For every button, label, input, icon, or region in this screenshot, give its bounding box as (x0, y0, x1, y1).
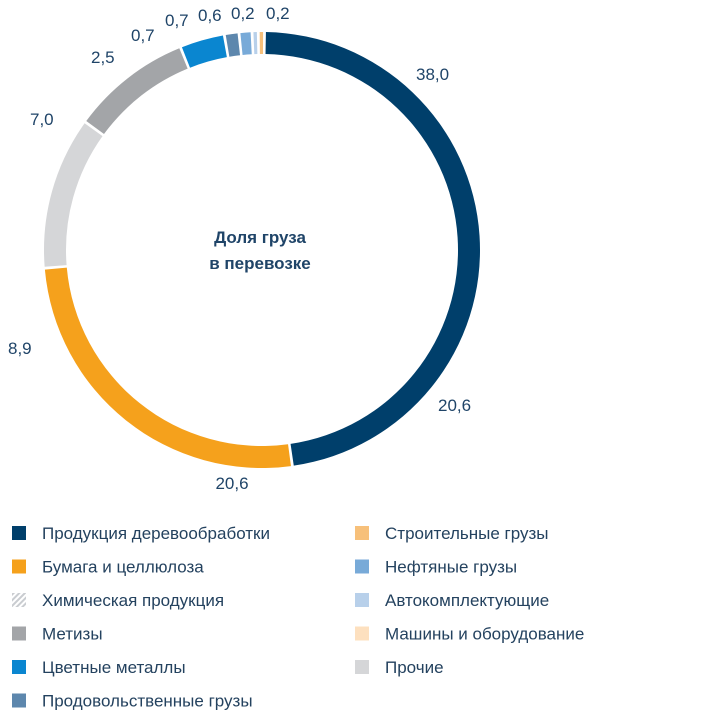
legend-swatch (12, 693, 26, 708)
legend-item-прочие: Прочие (355, 658, 444, 677)
center-title-line-1: Доля груза (214, 228, 306, 247)
legend-item-бумага-и-целлюлоза: Бумага и целлюлоза (12, 558, 204, 577)
slice-0 (265, 32, 480, 466)
legend-item-продукция-деревообработки: Продукция деревообработки (12, 524, 270, 543)
legend-swatch (355, 660, 369, 674)
legend: Продукция деревообработки Бумага и целлюл… (12, 524, 584, 711)
legend-swatch (12, 559, 26, 574)
legend-swatch (355, 626, 369, 641)
legend-item-нефтяные-грузы: Нефтяные грузы (355, 558, 517, 577)
legend-label: Метизы (42, 625, 103, 644)
value-label-3: 8,9 (8, 339, 32, 358)
legend-item-химическая-продукция: Химическая продукция (12, 591, 224, 610)
slice-1 (44, 267, 291, 468)
legend-label: Продукция деревообработки (42, 524, 270, 543)
legend-item-строительные-грузы: Строительные грузы (355, 524, 549, 543)
legend-label: Цветные металлы (42, 658, 186, 677)
legend-swatch (12, 526, 26, 540)
legend-label: Продовольственные грузы (42, 692, 253, 711)
value-label-4: 7,0 (30, 110, 54, 129)
legend-label: Нефтяные грузы (385, 558, 517, 577)
donut-slices (44, 31, 480, 468)
value-label-2: 20,6 (215, 474, 248, 493)
legend-label: Строительные грузы (385, 524, 549, 543)
slice-6 (240, 32, 252, 55)
legend-swatch (12, 660, 26, 674)
legend-swatch (355, 593, 369, 607)
value-label-0: 38,0 (416, 65, 449, 84)
value-label-1: 20,6 (438, 396, 471, 415)
legend-item-метизы: Метизы (12, 625, 103, 644)
slice-8 (259, 31, 264, 55)
legend-item-цветные-металлы: Цветные металлы (12, 658, 186, 677)
slice-7 (253, 32, 258, 55)
slice-2 (44, 123, 103, 267)
value-label-9: 0,2 (231, 4, 255, 23)
legend-swatch (355, 526, 369, 540)
slice-3 (86, 48, 188, 135)
legend-item-машины-и-оборудование: Машины и оборудование (355, 625, 584, 644)
slice-5 (225, 33, 241, 57)
legend-item-автокомплектующие: Автокомплектующие (355, 591, 549, 610)
legend-label: Машины и оборудование (385, 625, 584, 644)
value-label-10: 0,2 (266, 4, 290, 23)
legend-label: Бумага и целлюлоза (42, 558, 204, 577)
value-label-6: 0,7 (131, 26, 155, 45)
legend-label: Прочие (385, 658, 444, 677)
center-title-line-2: в перевозке (209, 254, 311, 273)
value-label-7: 0,7 (165, 11, 189, 30)
value-label-5: 2,5 (91, 48, 115, 67)
legend-swatch (12, 593, 26, 607)
legend-swatch (355, 559, 369, 574)
legend-label: Автокомплектующие (385, 591, 549, 610)
value-labels: 38,0 20,6 20,6 8,9 7,0 2,5 0,7 0,7 0,6 0,2 0,2 (8, 4, 471, 493)
legend-swatch (12, 626, 26, 641)
legend-item-продовольственные-грузы: Продовольственные грузы (12, 692, 253, 711)
value-label-8: 0,6 (198, 6, 222, 25)
legend-label: Химическая продукция (42, 591, 224, 610)
slice-4 (181, 35, 227, 68)
